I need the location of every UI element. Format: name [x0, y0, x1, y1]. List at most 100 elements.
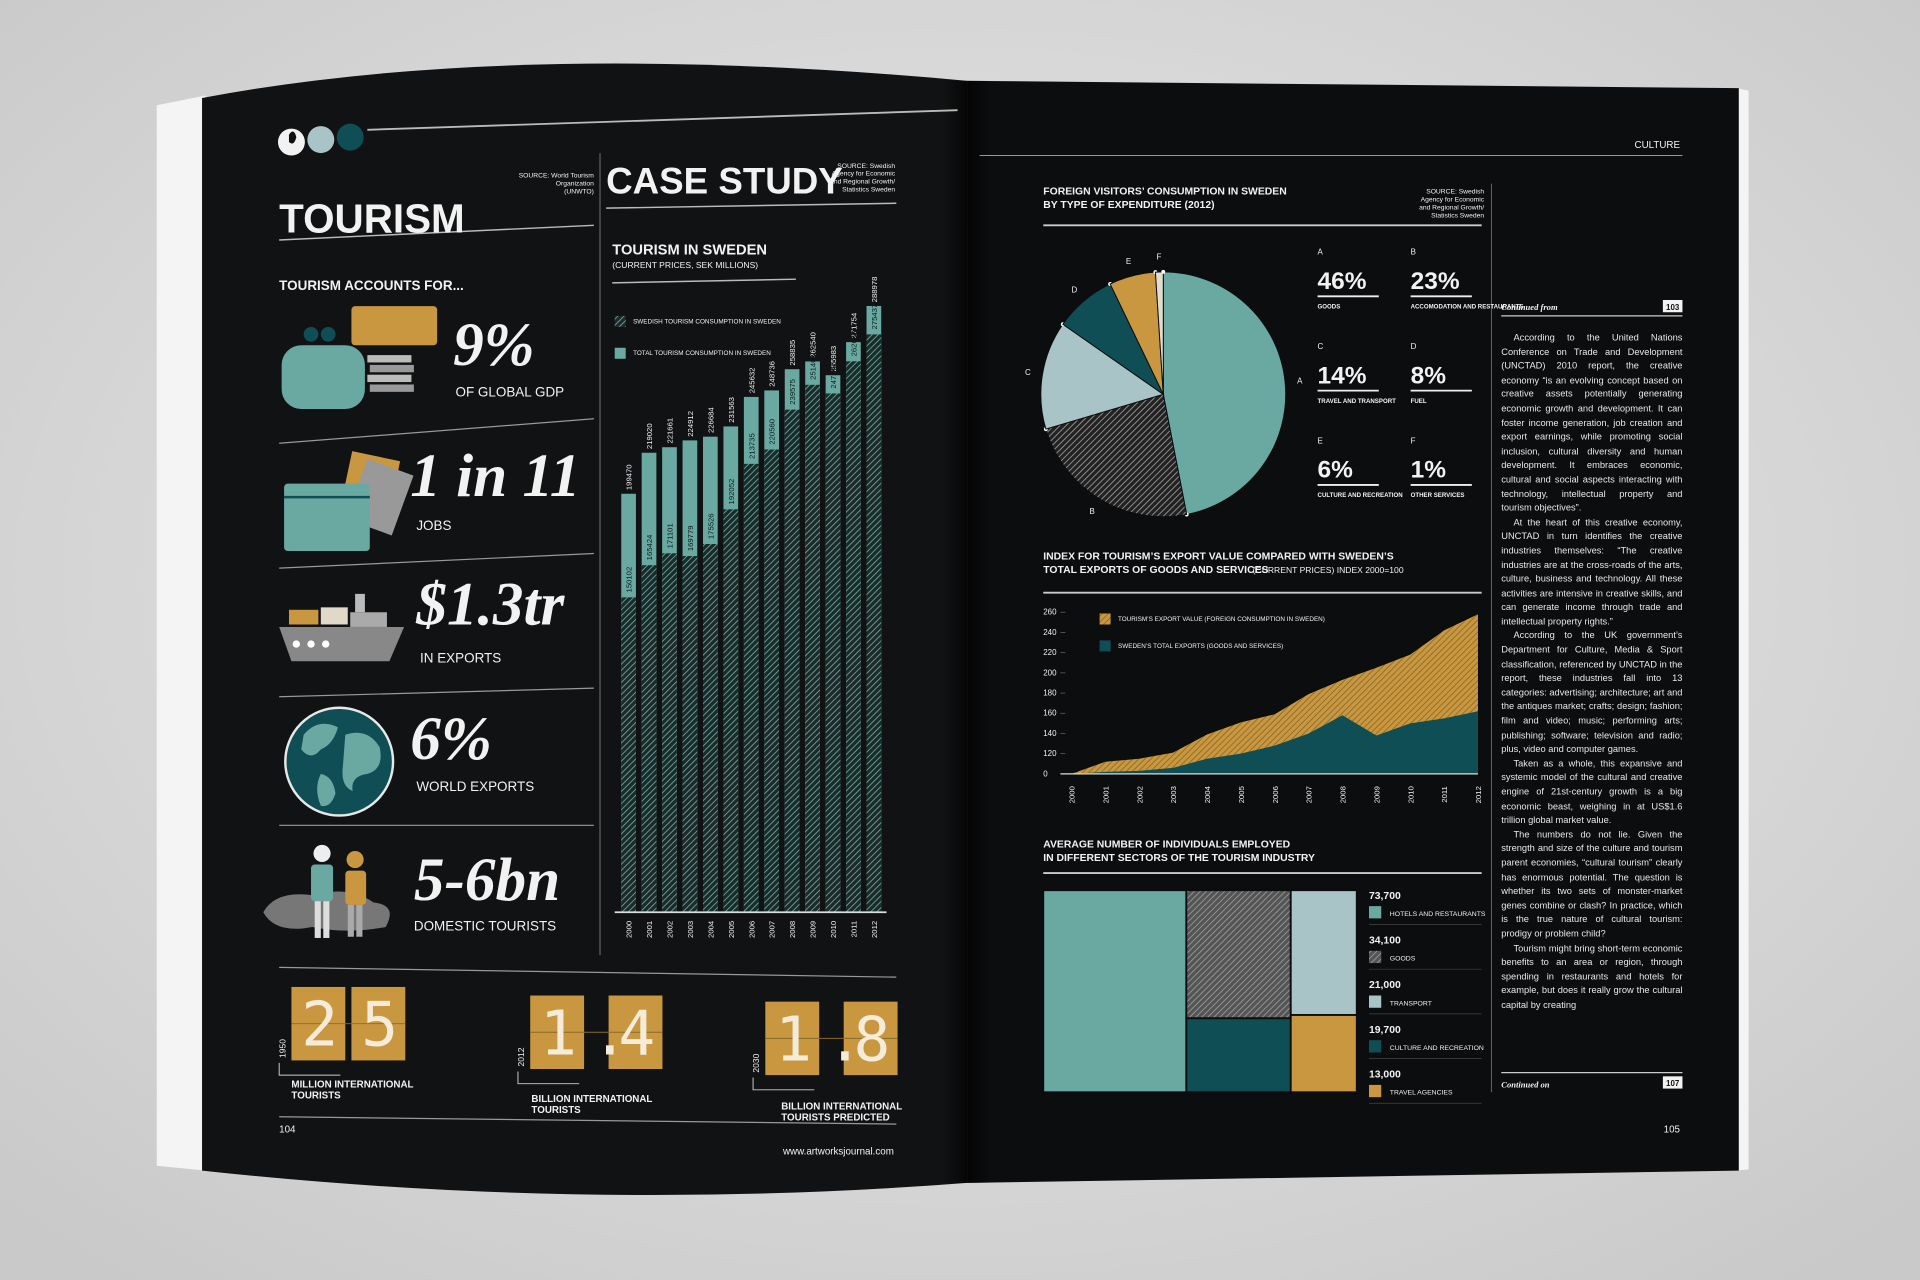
source: and Regional Growth/: [1419, 204, 1484, 211]
y-tick-label: 160: [1043, 709, 1057, 718]
stat-figure: 1 in 11: [410, 442, 580, 510]
bar-value-label: 192052: [727, 479, 736, 505]
x-tick-label: 2009: [809, 921, 818, 938]
rule: [279, 418, 594, 444]
stat-figure: 5-6bn: [414, 846, 560, 914]
legend-swatch: [1099, 613, 1111, 625]
chart-title: INDEX FOR TOURISM’S EXPORT VALUE COMPARE…: [1043, 552, 1393, 563]
x-tick-label: 2012: [1474, 786, 1483, 803]
spread: TOURISM TOURISM ACCOUNTS FOR... CASE STU…: [156, 63, 1749, 1196]
source: Statistics Sweden: [842, 187, 895, 194]
y-tick-label: 200: [1043, 668, 1057, 677]
area: [1071, 614, 1478, 774]
milestone-caption: MILLION INTERNATIONAL: [291, 1079, 413, 1090]
milestone-bracket: [278, 1062, 341, 1076]
paragraph: At the heart of this creative economy, U…: [1501, 516, 1683, 627]
bar-value-label: 262623: [849, 331, 858, 357]
legend-swatch: [1368, 995, 1382, 1008]
milestone-year: 1950: [277, 1039, 287, 1058]
legend-letter: F: [1411, 436, 1416, 445]
bar-value-label: 258835: [788, 340, 797, 366]
stat-figure: $1.3tr: [415, 570, 565, 638]
chart-subtitle: (CURRENT PRICES, SEK MILLIONS): [612, 260, 758, 270]
legend-swatch: [1368, 1040, 1382, 1053]
treemap-cell: [1289, 1014, 1358, 1094]
rule: [606, 202, 897, 209]
x-tick-label: 2004: [706, 920, 715, 938]
bar: [743, 463, 759, 913]
bar-value-label: 213735: [747, 433, 756, 459]
rule: [367, 109, 958, 131]
bar-value-label: 248736: [768, 361, 777, 387]
source: SOURCE: Swedish: [837, 163, 895, 170]
milestone-year: 2012: [516, 1047, 526, 1066]
bar-value-label: 262540: [809, 332, 818, 358]
logo-dot: [336, 123, 364, 151]
legend-label: SWEDISH TOURISM CONSUMPTION IN SWEDEN: [633, 318, 781, 325]
page-ref: 103: [1666, 303, 1680, 312]
legend-value: 1%: [1411, 457, 1447, 484]
rule: [279, 966, 897, 978]
paragraph: According to the UK government’s Departm…: [1501, 629, 1683, 755]
milestone-bracket: [752, 1077, 815, 1091]
stat-caption: DOMESTIC TOURISTS: [414, 919, 556, 934]
bar-value-label: 175526: [706, 513, 715, 539]
x-tick-label: 2004: [1203, 785, 1212, 803]
slice-marker: [1161, 269, 1166, 274]
source: (UNWTO): [564, 188, 594, 195]
sidebar-text: According to the United Nations Conferen…: [1501, 331, 1682, 1012]
bar-value-label: 150102: [625, 567, 634, 593]
legend-label: HOTELS AND RESTAURANTS: [1390, 911, 1486, 918]
source: and Regional Growth/: [830, 179, 895, 186]
legend-label: OTHER SERVICES: [1411, 492, 1465, 499]
x-tick-label: 2001: [645, 921, 654, 938]
legend-label: SWEDEN’S TOTAL EXPORTS (GOODS AND SERVIC…: [1118, 643, 1283, 650]
legend-value: 6%: [1318, 457, 1354, 484]
chart-title: FOREIGN VISITORS’ CONSUMPTION IN SWEDEN: [1043, 187, 1286, 198]
legend-value: 34,100: [1369, 935, 1401, 946]
section-label: CULTURE: [1635, 140, 1681, 151]
continued-on: Continued on: [1501, 1079, 1550, 1089]
x-tick-label: 2008: [788, 921, 797, 938]
legend-letter: C: [1318, 342, 1324, 351]
legend-label: GOODS: [1390, 956, 1416, 963]
legend-swatch: [1368, 950, 1382, 964]
treemap-cell: [1289, 889, 1358, 1016]
bar-value-label: 288978: [870, 277, 879, 303]
page-ref-box: [1662, 1076, 1683, 1089]
bar-value-label: 220560: [768, 419, 777, 445]
x-tick-label: 2010: [829, 921, 838, 938]
source: SOURCE: World Tourism: [519, 173, 595, 180]
bar: [682, 556, 698, 913]
legend-value: 23%: [1411, 268, 1460, 295]
paragraph: According to the United Nations Conferen…: [1501, 331, 1683, 514]
x-tick-label: 2000: [625, 921, 634, 938]
chart-title: AVERAGE NUMBER OF INDIVIDUALS EMPLOYED: [1043, 839, 1290, 850]
intro: TOURISM ACCOUNTS FOR...: [279, 278, 464, 293]
bar-value-label: 247271: [829, 363, 838, 389]
y-tick-label: 180: [1043, 689, 1057, 698]
bar-value-label: 224912: [686, 411, 695, 437]
legend-label: CULTURE AND RECREATION: [1390, 1045, 1484, 1052]
logo-dot: [307, 126, 335, 154]
rule: [612, 278, 796, 284]
milestone-caption: BILLION INTERNATIONAL: [781, 1101, 902, 1112]
source: Agency for Economic: [1421, 196, 1485, 203]
pie-slice: [1045, 393, 1188, 518]
chart-title: TOURISM IN SWEDEN: [612, 243, 767, 259]
legend-label: GOODS: [1318, 304, 1341, 311]
pie-slice: [1162, 271, 1287, 516]
x-tick-label: 2007: [1305, 786, 1314, 803]
treemap-cell: [1185, 889, 1292, 1020]
continued-from: Continued from: [1501, 302, 1558, 312]
legend-letter: D: [1411, 342, 1417, 351]
chart-subtitle: (CURRENT PRICES) INDEX 2000=100: [1253, 565, 1404, 575]
bar: [703, 544, 718, 913]
bar-value-label: 171101: [666, 523, 675, 548]
legend-swatch: [1368, 1084, 1382, 1098]
x-tick-label: 2005: [727, 921, 736, 938]
bar: [805, 384, 820, 913]
milestone-figure: 1.8: [775, 1004, 890, 1075]
y-tick-label: 140: [1043, 729, 1057, 738]
legend-swatch: [1368, 906, 1382, 919]
